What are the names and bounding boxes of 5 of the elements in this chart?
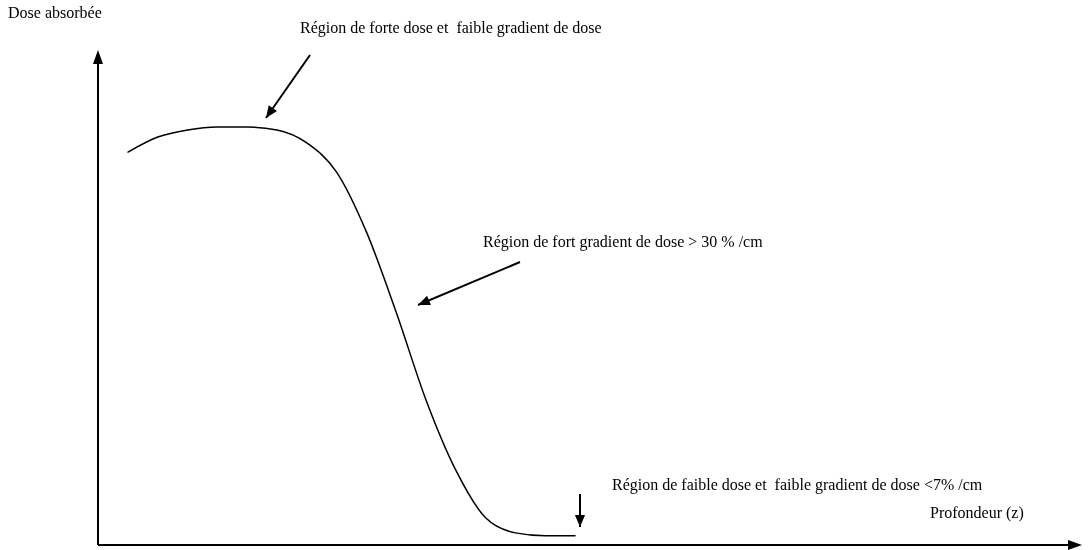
annotation: Région de fort gradient de dose > 30 % /cm (483, 233, 764, 251)
text: Région de forte dose et faible gradient de dose (300, 19, 602, 37)
text: Région de faible dose et faible gradient de dose <7% /cm (612, 476, 983, 494)
text: Profondeur (z) (930, 504, 1024, 522)
text: Dose absorbée (8, 4, 102, 21)
